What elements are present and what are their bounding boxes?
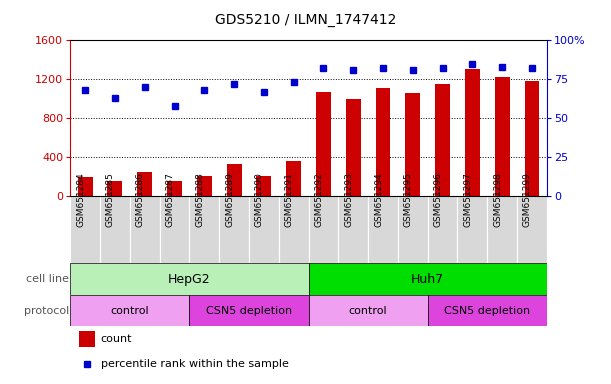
Text: percentile rank within the sample: percentile rank within the sample — [101, 359, 288, 369]
Bar — [524, 81, 540, 196]
Bar — [137, 172, 152, 196]
Bar — [428, 196, 458, 263]
Text: GSM651291: GSM651291 — [285, 172, 294, 227]
Bar — [189, 196, 219, 263]
Bar — [458, 196, 488, 263]
Text: GSM651284: GSM651284 — [76, 172, 85, 227]
Text: GSM651286: GSM651286 — [136, 172, 145, 227]
Bar — [159, 196, 189, 263]
Text: HepG2: HepG2 — [168, 273, 211, 286]
Text: GDS5210 / ILMN_1747412: GDS5210 / ILMN_1747412 — [215, 13, 396, 27]
Text: GSM651296: GSM651296 — [434, 172, 442, 227]
Bar — [495, 77, 510, 196]
Bar — [398, 196, 428, 263]
Text: GSM651292: GSM651292 — [315, 172, 323, 227]
Bar — [189, 295, 309, 326]
Bar — [376, 88, 390, 196]
Bar — [100, 196, 130, 263]
Bar — [227, 164, 241, 196]
Bar — [79, 331, 95, 348]
Bar — [488, 196, 517, 263]
Bar — [286, 161, 301, 196]
Bar — [70, 263, 309, 295]
Text: Huh7: Huh7 — [411, 273, 444, 286]
Bar — [428, 295, 547, 326]
Bar — [219, 196, 249, 263]
Text: control: control — [111, 306, 149, 316]
Text: protocol: protocol — [24, 306, 69, 316]
Bar — [279, 196, 309, 263]
Text: count: count — [101, 334, 133, 344]
Bar — [78, 177, 93, 196]
Bar — [130, 196, 159, 263]
Bar — [405, 93, 420, 196]
Text: GSM651290: GSM651290 — [255, 172, 264, 227]
Bar — [70, 196, 100, 263]
Bar — [309, 196, 338, 263]
Text: GSM651298: GSM651298 — [493, 172, 502, 227]
Text: GSM651287: GSM651287 — [166, 172, 175, 227]
Bar — [368, 196, 398, 263]
Text: GSM651299: GSM651299 — [523, 172, 532, 227]
Text: GSM651288: GSM651288 — [196, 172, 204, 227]
Text: GSM651295: GSM651295 — [404, 172, 413, 227]
Bar — [249, 196, 279, 263]
Text: cell line: cell line — [26, 274, 69, 284]
Text: CSN5 depletion: CSN5 depletion — [444, 306, 530, 316]
Bar — [517, 196, 547, 263]
Text: CSN5 depletion: CSN5 depletion — [206, 306, 292, 316]
Bar — [108, 181, 122, 196]
Bar — [70, 295, 189, 326]
Text: GSM651294: GSM651294 — [374, 172, 383, 227]
Bar — [309, 295, 428, 326]
Bar — [167, 181, 182, 196]
Bar — [257, 176, 271, 196]
Bar — [197, 176, 212, 196]
Text: GSM651297: GSM651297 — [463, 172, 472, 227]
Text: GSM651285: GSM651285 — [106, 172, 115, 227]
Text: GSM651293: GSM651293 — [344, 172, 353, 227]
Bar — [316, 92, 331, 196]
Bar — [309, 263, 547, 295]
Bar — [465, 69, 480, 196]
Bar — [338, 196, 368, 263]
Text: control: control — [349, 306, 387, 316]
Bar — [346, 99, 360, 196]
Bar — [435, 84, 450, 196]
Text: GSM651289: GSM651289 — [225, 172, 234, 227]
